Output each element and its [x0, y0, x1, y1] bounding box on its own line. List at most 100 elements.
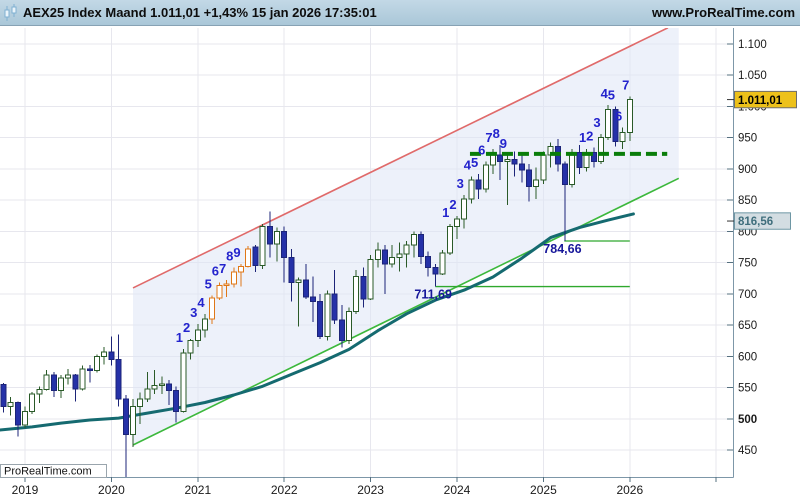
price-tick-label: 700: [738, 289, 757, 301]
candle-body: [562, 163, 568, 186]
candle-body: [79, 368, 86, 390]
candle-2019-10: [86, 365, 93, 383]
candle-2022-11: [353, 270, 360, 314]
candle-2024-01: [454, 215, 460, 239]
candle-body: [230, 271, 237, 285]
count-label: 9: [233, 245, 240, 260]
candle-2019-08: [72, 373, 79, 402]
candle-2021-02: [202, 313, 208, 338]
candle-2021-06: [230, 267, 237, 288]
candle-body: [65, 374, 72, 379]
price-tick-label: 600: [738, 351, 757, 363]
support-level-label: 784,66: [543, 242, 581, 256]
candle-body: [94, 355, 100, 372]
candle-2024-09: [511, 151, 518, 177]
chart-area[interactable]: 1 2 3 4 5 6 7 8 9 1 2 3 4 5 6 7 8 9 1 2 3 4 5 6 7 711,69 784,66 1.1…: [0, 27, 800, 500]
candle-body: [14, 402, 21, 426]
candle-body: [454, 218, 460, 227]
count-label: 6: [615, 109, 622, 124]
candle-body: [288, 257, 295, 284]
candle-2024-08: [504, 155, 511, 206]
candle-body: [511, 159, 518, 165]
candle-2019-06: [58, 375, 64, 399]
candle-body: [137, 398, 144, 407]
candle-2021-11: [266, 211, 273, 258]
candle-body: [0, 383, 7, 407]
candle-2023-01: [367, 255, 374, 301]
candle-2020-12: [187, 338, 194, 360]
candle-body: [209, 297, 216, 320]
channel-lower-trendline: [132, 177, 680, 446]
candle-body: [36, 388, 43, 395]
year-label: 2023: [357, 483, 384, 497]
candle-2023-03: [382, 245, 388, 294]
candle-body: [497, 154, 504, 162]
price-tick-label: 550: [738, 383, 757, 395]
overlays-layer: [0, 28, 680, 446]
candle-2023-11: [439, 250, 446, 276]
watermark-text: ProRealTime.com: [4, 466, 92, 478]
chart-header: AEX25 Index Maand 1.011,01 +1,43% 15 jan…: [0, 0, 800, 26]
candles-layer: [0, 96, 633, 477]
candle-2021-07: [238, 263, 244, 287]
candle-2020-11: [180, 348, 187, 413]
candle-body: [468, 179, 475, 200]
count-label: 2: [449, 197, 456, 212]
candle-body: [166, 383, 172, 392]
candle-body: [22, 410, 28, 426]
count-label: 6: [212, 264, 219, 279]
price-tick-label: 450: [738, 445, 757, 457]
chart-title: AEX25 Index Maand 1.011,01 +1,43% 15 jan…: [23, 5, 377, 20]
candle-2023-02: [374, 242, 381, 268]
count-label: 3: [593, 115, 600, 130]
year-label: 2024: [444, 483, 471, 497]
count-label: 8: [493, 126, 500, 141]
candle-2021-03: [209, 295, 216, 324]
candle-body: [353, 275, 360, 312]
candle-body: [58, 377, 64, 392]
candle-body: [324, 293, 331, 337]
candle-body: [245, 248, 252, 267]
candle-2025-04: [562, 161, 568, 241]
candle-body: [158, 383, 165, 387]
candle-body: [432, 267, 439, 275]
watermark: ProRealTime.com: [0, 464, 107, 478]
candle-2019-09: [79, 365, 86, 391]
candle-body: [317, 300, 324, 337]
candle-body: [533, 179, 540, 187]
candle-2024-10: [518, 152, 525, 183]
candle-body: [194, 329, 201, 342]
candle-2023-06: [403, 240, 410, 268]
candle-2022-02: [288, 248, 295, 302]
count-label: 7: [622, 78, 629, 93]
count-label: 1: [579, 130, 586, 145]
candle-body: [72, 374, 79, 390]
candle-body: [50, 374, 57, 392]
candle-2020-09: [166, 380, 172, 406]
candle-2025-09: [598, 133, 604, 164]
year-label: 2019: [12, 483, 39, 497]
candle-body: [626, 99, 633, 134]
candle-body: [43, 374, 50, 390]
count-label: 4: [464, 157, 472, 172]
count-label: 8: [226, 249, 233, 264]
candle-body: [598, 137, 604, 162]
count-label: 2: [586, 129, 593, 144]
price-tick-label: 1.050: [738, 70, 767, 82]
price-tick-label: 750: [738, 258, 757, 270]
candle-2026-01: [626, 96, 633, 141]
tag-box: [734, 90, 797, 109]
price-tick-label: 850: [738, 195, 757, 207]
candle-body: [569, 152, 576, 186]
candle-2022-01: [281, 226, 288, 283]
candle-body: [576, 152, 583, 169]
candle-2020-10: [173, 386, 180, 423]
count-label: 6: [478, 142, 485, 157]
candle-body: [108, 351, 115, 360]
last-price-tag: 1.011,01: [727, 90, 797, 109]
prorealtime-website-link[interactable]: www.ProRealTime.com: [651, 5, 795, 20]
count-label: 4: [601, 86, 609, 101]
